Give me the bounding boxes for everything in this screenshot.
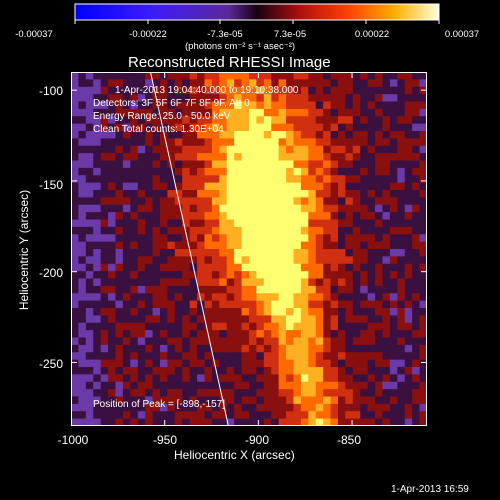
image-pixels	[71, 72, 427, 426]
annotation-peak-position: Position of Peak = [-898,-157]	[93, 399, 225, 410]
annotation-energy-range: Energy Range: 25.0 - 50.0 keV	[93, 111, 231, 122]
colorbar-tick: -7.3e-05	[207, 29, 243, 40]
y-tick-label: -200	[38, 266, 63, 280]
x-tick-label: -900	[244, 433, 270, 447]
x-tick-label: -1000	[57, 433, 89, 447]
y-tick-label: -100	[38, 84, 63, 98]
colorbar	[74, 3, 440, 24]
colorbar-gradient	[74, 3, 440, 21]
x-tick-label: -850	[336, 433, 362, 447]
chart-title: Reconstructed RHESSI Image	[128, 54, 331, 71]
y-tick-label: -150	[38, 178, 63, 192]
axis-ticks	[71, 72, 427, 426]
colorbar-tick: 0.00037	[444, 29, 480, 40]
solar-limb-line	[149, 72, 229, 426]
footer-timestamp: 1-Apr-2013 16:59	[391, 484, 469, 495]
colorbar-tick: 0.00022	[354, 29, 390, 40]
annotation-time-range: 1-Apr-2013 19:04:40.000 to 19:10:38.000	[115, 85, 299, 96]
colorbar-units-label: (photons cm⁻² s⁻¹ asec⁻²)	[185, 41, 296, 52]
y-axis-label: Heliocentric Y (arcsec)	[17, 189, 31, 311]
x-axis-label: Heliocentric X (arcsec)	[174, 448, 295, 462]
colorbar-tick: 7.3e-05	[273, 29, 307, 40]
plot-frame	[71, 72, 427, 426]
annotation-detectors: Detectors: 3F 5F 6F 7F 8F 9F, Att 0	[93, 98, 250, 109]
colorbar-tick: -0.00037	[15, 29, 53, 40]
colorbar-tick: -0.00022	[129, 29, 167, 40]
plot-area: 1-Apr-2013 19:04:40.000 to 19:10:38.000 D…	[71, 72, 427, 426]
annotation-method-counts: Clean Total counts: 1.30E+04	[93, 124, 224, 135]
x-tick-label: -950	[152, 433, 178, 447]
y-tick-label: -250	[38, 357, 63, 371]
